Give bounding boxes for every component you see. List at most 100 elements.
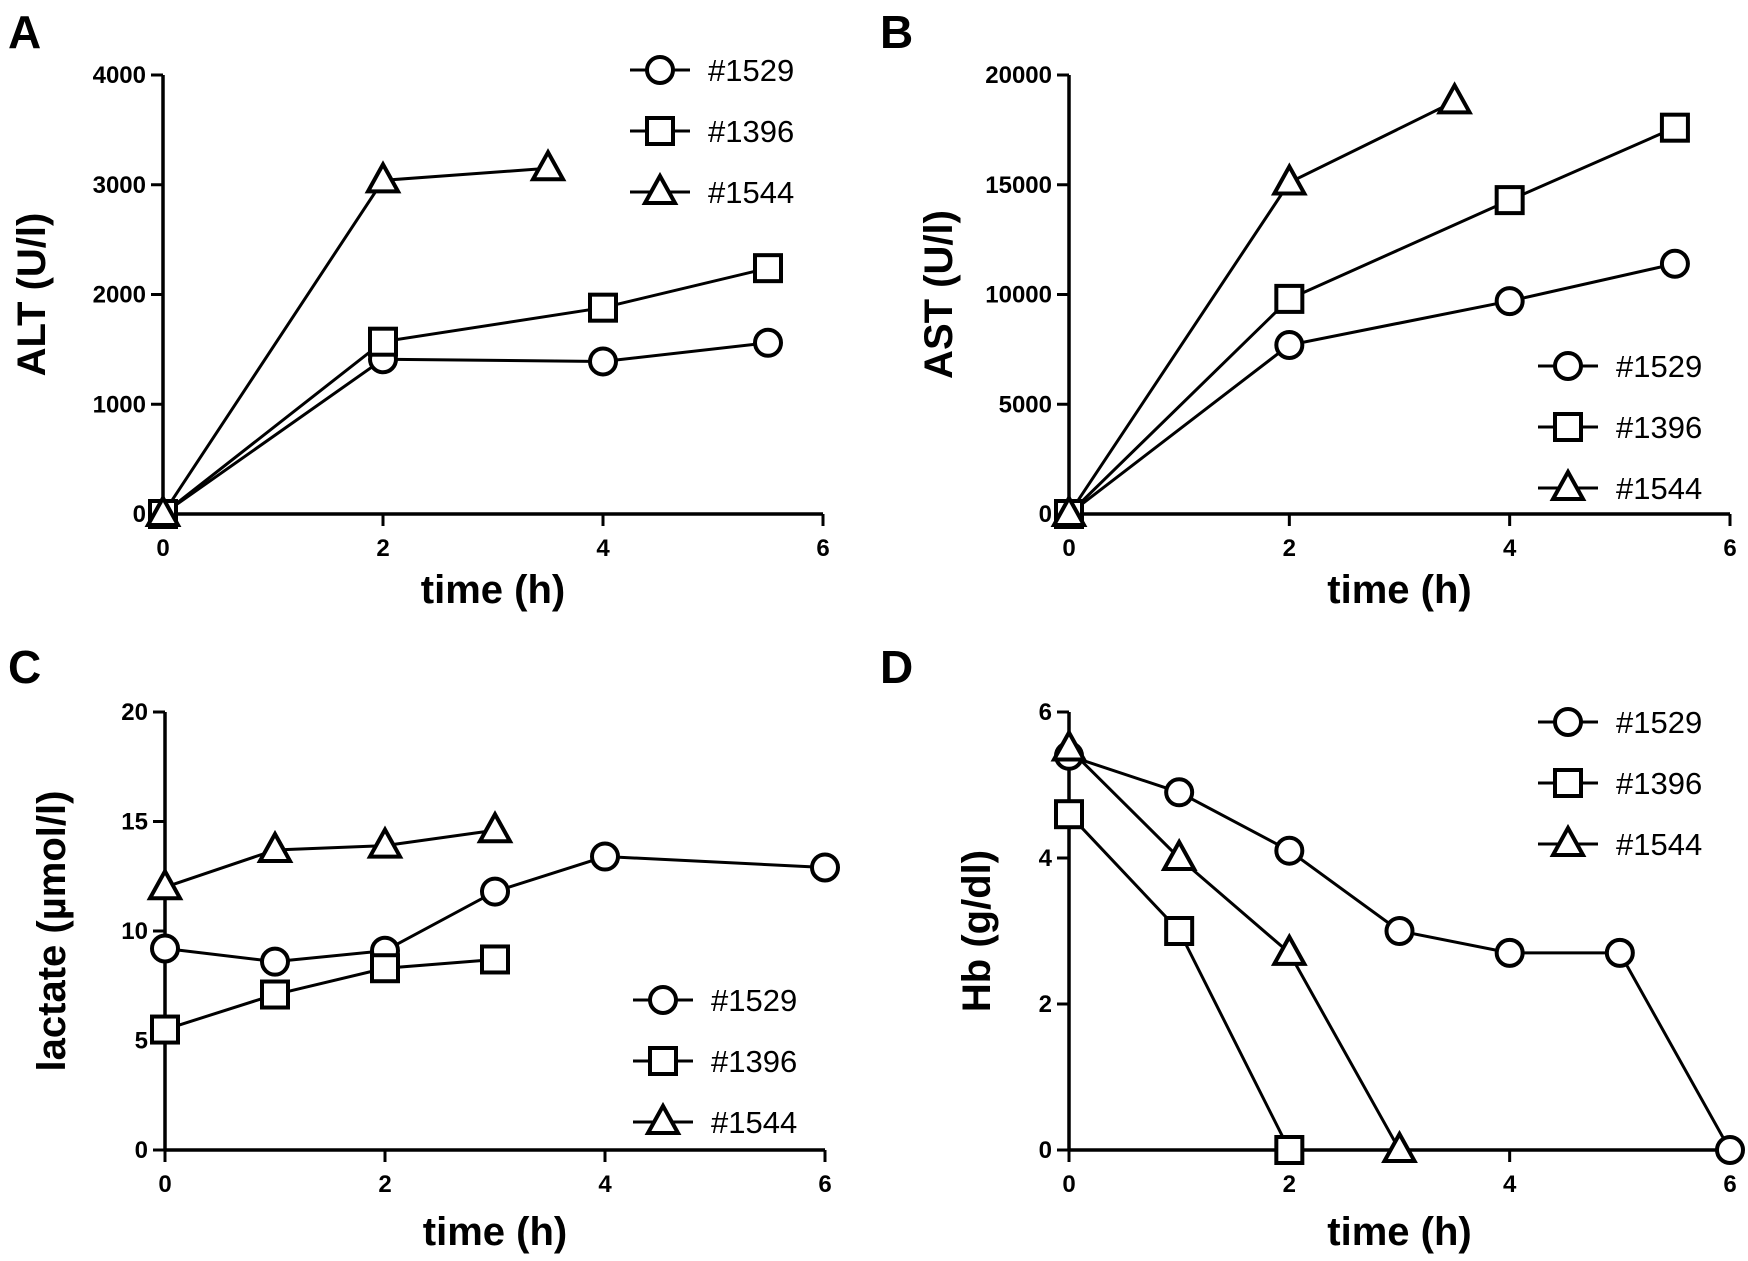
- legend-label: #1544: [1616, 827, 1702, 862]
- x-tick-label: 4: [1503, 535, 1517, 562]
- legend-label: #1544: [1616, 471, 1702, 506]
- data-point-triangle: [146, 867, 184, 901]
- y-tick-label: 20: [121, 699, 148, 726]
- data-point-square: [1659, 112, 1690, 143]
- data-point-triangle: [256, 829, 294, 863]
- legend-marker-square: [1553, 768, 1583, 798]
- y-tick-label: 3000: [93, 172, 146, 199]
- legend-marker-triangle: [1549, 467, 1587, 501]
- x-tick-label: 2: [1283, 1171, 1296, 1198]
- data-point-circle: [1494, 286, 1525, 317]
- x-tick-label: 6: [816, 535, 829, 562]
- x-tick-label: 2: [1283, 535, 1296, 562]
- series-line-circle: [164, 855, 826, 964]
- data-point-square: [1054, 799, 1084, 830]
- series-line-circle: [162, 341, 769, 516]
- data-point-circle: [1164, 777, 1195, 808]
- data-point-square: [1274, 1135, 1305, 1165]
- x-tick-label: 4: [1503, 1171, 1517, 1198]
- legend-marker-circle: [1553, 351, 1583, 381]
- panel-letter: D: [880, 641, 913, 693]
- series-line-square: [1067, 126, 1676, 516]
- x-tick-label: 0: [158, 1171, 171, 1198]
- x-tick-label: 6: [1723, 535, 1736, 562]
- legend-marker-circle: [648, 985, 678, 1015]
- series-line-triangle: [164, 828, 496, 889]
- x-axis-title: time (h): [1327, 568, 1471, 612]
- data-point-circle: [588, 346, 618, 377]
- data-point-circle: [1274, 329, 1305, 360]
- y-tick-label: 20000: [985, 62, 1052, 89]
- panel-letter: C: [8, 641, 41, 693]
- data-point-square: [1274, 283, 1305, 314]
- data-point-square: [370, 953, 400, 984]
- x-tick-label: 0: [156, 535, 169, 562]
- x-tick-label: 6: [818, 1171, 831, 1198]
- legend-marker-triangle: [1549, 823, 1587, 857]
- data-point-circle: [480, 876, 510, 907]
- data-point-circle: [1494, 937, 1525, 968]
- y-tick-label: 2000: [93, 282, 146, 309]
- legend-marker-triangle: [641, 171, 679, 205]
- legend-label: #1529: [1616, 705, 1702, 740]
- data-point-triangle: [366, 825, 404, 859]
- legend-label: #1396: [708, 114, 794, 149]
- y-tick-label: 4000: [93, 62, 146, 89]
- x-axis-title: time (h): [421, 568, 565, 612]
- data-point-square: [1164, 916, 1195, 946]
- panel-c: C 0 5 10 15 20 0 2 4 6 time (h) lactate (µmol/l) #15…: [8, 641, 840, 1254]
- legend-marker-square: [648, 1046, 678, 1076]
- data-point-triangle: [1270, 162, 1308, 196]
- data-point-triangle: [1050, 493, 1088, 527]
- legend-label: #1544: [708, 175, 794, 210]
- data-point-circle: [150, 933, 180, 964]
- panel-b: B 0 5000 10000 15000 20000 0 2 4 6 time (h) AST (U/…: [880, 6, 1737, 612]
- y-tick-label: 5000: [999, 391, 1052, 418]
- data-point-triangle: [529, 148, 567, 182]
- y-tick-label: 0: [1039, 1137, 1052, 1164]
- panel-a: A 0 1000 2000 3000 4000 0 2 4 6 time (h) ALT (U/l) #…: [8, 6, 830, 612]
- series-line-circle: [1068, 262, 1676, 516]
- data-point-triangle: [1050, 728, 1088, 762]
- y-axis-title: AST (U/l): [917, 210, 961, 379]
- data-point-circle: [1274, 835, 1305, 866]
- y-tick-label: 2: [1039, 991, 1052, 1018]
- data-point-square: [368, 326, 398, 357]
- data-point-square: [260, 979, 290, 1010]
- panel-letter: B: [880, 6, 913, 58]
- y-tick-label: 6: [1039, 699, 1052, 726]
- data-point-triangle: [1160, 837, 1198, 871]
- data-point-circle: [1715, 1135, 1745, 1165]
- data-point-circle: [1384, 916, 1415, 946]
- legend-label: #1396: [711, 1044, 797, 1079]
- legend-label: #1396: [1616, 766, 1702, 801]
- data-point-triangle: [1381, 1129, 1418, 1163]
- legend-marker-square: [645, 116, 675, 146]
- data-point-square: [588, 292, 618, 323]
- x-tick-label: 6: [1723, 1171, 1736, 1198]
- data-point-triangle: [1436, 81, 1473, 115]
- legend-label: #1529: [1616, 349, 1702, 384]
- y-axis-title: lactate (µmol/l): [30, 791, 74, 1072]
- x-axis-title: time (h): [423, 1210, 567, 1254]
- y-axis-title: Hb (g/dl): [955, 850, 999, 1012]
- data-point-circle: [260, 946, 290, 977]
- data-point-square: [150, 1014, 180, 1045]
- data-point-circle: [1659, 248, 1690, 279]
- data-point-circle: [590, 841, 620, 872]
- data-point-triangle: [144, 493, 182, 527]
- legend-marker-triangle: [644, 1101, 682, 1135]
- series-line-triangle: [1067, 747, 1401, 1151]
- series-line-triangle: [161, 166, 549, 515]
- legend-marker-square: [1553, 412, 1583, 442]
- data-point-triangle: [476, 810, 514, 844]
- y-tick-label: 0: [135, 1137, 148, 1164]
- legend-label: #1396: [1616, 410, 1702, 445]
- series-line-square: [162, 266, 769, 516]
- legend-label: #1529: [711, 983, 797, 1018]
- legend-label: #1529: [708, 53, 794, 88]
- x-tick-label: 4: [596, 535, 610, 562]
- legend-marker-circle: [1553, 707, 1583, 737]
- data-point-circle: [753, 327, 783, 358]
- x-axis-title: time (h): [1327, 1210, 1471, 1254]
